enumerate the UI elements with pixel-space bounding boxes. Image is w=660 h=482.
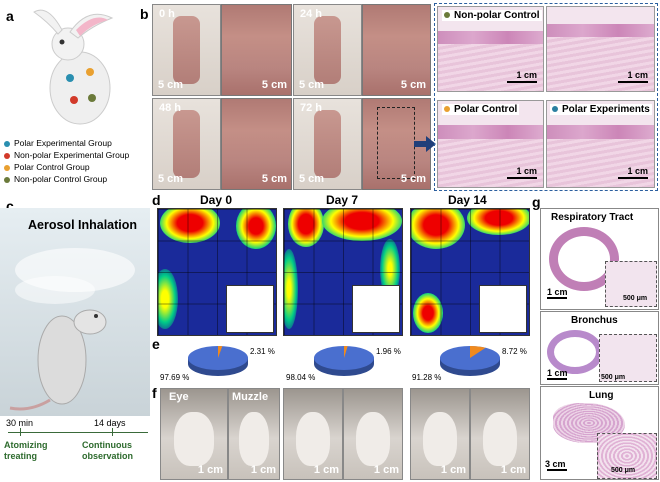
photo-eye-day0: Eye 1 cm bbox=[160, 388, 228, 480]
panel-label-c: c bbox=[6, 198, 14, 214]
legend-dot-icon bbox=[4, 164, 10, 171]
dot-nonpolar-experimental bbox=[70, 96, 78, 104]
aerosol-title: Aerosol Inhalation bbox=[28, 218, 138, 232]
pie-label-minor: 8.72 % bbox=[502, 347, 527, 356]
day-label-7: Day 7 bbox=[326, 193, 359, 207]
panel-label-b: b bbox=[140, 6, 149, 22]
legend-dot-icon bbox=[4, 176, 10, 183]
heatmap-day-14 bbox=[410, 208, 530, 336]
photo-eye-day7: 1 cm bbox=[283, 388, 343, 480]
rat-photo-48h: 48 h 5 cm bbox=[152, 98, 221, 190]
pie-label-major: 97.69 % bbox=[160, 373, 189, 382]
legend-item: Non-polar Control Group bbox=[4, 173, 129, 185]
histo-lung: Lung 3 cm 500 μm bbox=[540, 386, 659, 480]
histology-frame bbox=[434, 3, 658, 191]
photo-muzzle-day7: 1 cm bbox=[343, 388, 403, 480]
panel-label-e: e bbox=[152, 336, 160, 352]
histo-bronchus: Bronchus 1 cm 500 μm bbox=[540, 311, 659, 385]
heatmap-day-7 bbox=[283, 208, 403, 336]
legend-dot-icon bbox=[4, 152, 10, 159]
timeline-time-2: 14 days bbox=[94, 418, 126, 428]
pie-label-major: 98.04 % bbox=[286, 373, 315, 382]
dot-polar-control bbox=[86, 68, 94, 76]
legend-a: Polar Experimental Group Non-polar Exper… bbox=[4, 137, 129, 185]
panel-label-d: d bbox=[152, 192, 161, 208]
panel-label-a: a bbox=[6, 8, 14, 24]
rabbit-illustration bbox=[33, 9, 114, 125]
pie-label-major: 91.28 % bbox=[412, 373, 441, 382]
panel-label-f: f bbox=[152, 385, 157, 401]
photo-muzzle-day14: 1 cm bbox=[470, 388, 530, 480]
arrow-right-icon bbox=[414, 136, 436, 152]
histology-polar-control: Polar Control 1 cm bbox=[437, 100, 544, 188]
pie-charts: 97.69 % 2.31 % 98.04 % 1.96 % 91.28 % 8.72 % bbox=[160, 346, 527, 382]
pie-label-minor: 1.96 % bbox=[376, 347, 401, 356]
track-inset bbox=[226, 285, 274, 333]
legend-item: Polar Experimental Group bbox=[4, 137, 129, 149]
skin-photo-48h: 5 cm bbox=[221, 98, 292, 190]
roi-box bbox=[377, 107, 415, 179]
day-label-14: Day 14 bbox=[448, 193, 487, 207]
timeline-line bbox=[8, 432, 148, 433]
skin-photo-0h: 5 cm bbox=[221, 4, 292, 96]
pie-slice-minor bbox=[344, 346, 348, 358]
legend-dot-icon bbox=[4, 140, 10, 147]
day-label-0: Day 0 bbox=[200, 193, 233, 207]
timeline-time-1: 30 min bbox=[6, 418, 34, 428]
pie-slice-minor bbox=[218, 346, 223, 358]
photo-eye-day14: 1 cm bbox=[410, 388, 470, 480]
panel-label-g: g bbox=[532, 194, 541, 210]
rat-photo-72h: 72 h 5 cm bbox=[293, 98, 362, 190]
track-inset bbox=[352, 285, 400, 333]
skin-photo-24h: 5 cm bbox=[362, 4, 431, 96]
heatmap-day-0 bbox=[157, 208, 277, 336]
pie-label-minor: 2.31 % bbox=[250, 347, 275, 356]
photo-muzzle-day0: Muzzle 1 cm bbox=[228, 388, 280, 480]
rat-illustration bbox=[9, 248, 135, 411]
dot-polar-experimental bbox=[66, 74, 74, 82]
track-inset bbox=[479, 285, 527, 333]
timeline-label-2: Continuous observation bbox=[82, 440, 134, 461]
legend-item: Polar Control Group bbox=[4, 161, 129, 173]
histology-polar-experiments: Polar Experiments 1 cm bbox=[546, 100, 655, 188]
rat-photo-24h: 24 h 5 cm bbox=[293, 4, 362, 96]
histology-nonpolar-control: Non-polar Control 1 cm bbox=[437, 6, 544, 92]
rat-photo-0h: 0 h 5 cm bbox=[152, 4, 221, 96]
histo-respiratory-tract: Respiratory Tract 1 cm 500 μm bbox=[540, 208, 659, 310]
pie-slice-minor bbox=[470, 346, 486, 358]
dot-nonpolar-control bbox=[88, 94, 96, 102]
timeline-label-1: Atomizing treating bbox=[4, 440, 48, 461]
legend-item: Non-polar Experimental Group bbox=[4, 149, 129, 161]
histology-nonpolar-control-2: 1 cm bbox=[546, 6, 655, 92]
